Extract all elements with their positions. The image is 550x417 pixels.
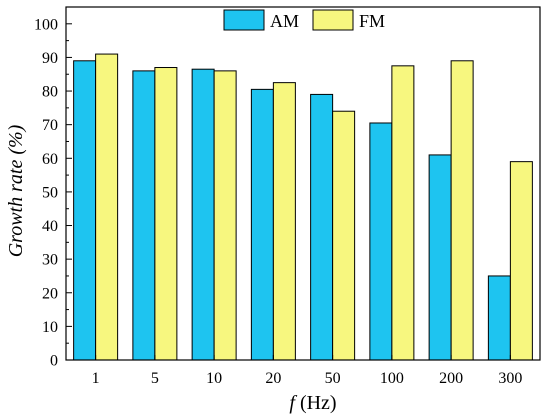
bar-fm-10 — [213, 70, 237, 361]
y-axis-title: Growth rate (%) — [5, 124, 27, 257]
y-ticks-group: 0 10 20 30 40 50 60 70 80 90 100 — [34, 16, 72, 370]
bar-am-5 — [132, 70, 156, 361]
y-tick-label: 0 — [50, 353, 58, 370]
x-tick-label: 5 — [151, 370, 159, 387]
y-tick-label: 30 — [42, 252, 58, 269]
x-axis-title-unit: (Hz) — [295, 392, 337, 414]
legend-label-fm: FM — [359, 11, 385, 31]
y-tick-label: 40 — [42, 218, 58, 235]
x-tick-label: 20 — [265, 370, 281, 387]
y-tick-label: 50 — [42, 184, 58, 201]
bar-fm-100 — [391, 65, 415, 361]
legend-label-am: AM — [270, 11, 299, 31]
y-tick-label: 10 — [42, 319, 58, 336]
bars-group — [73, 53, 533, 361]
bar-fm-1 — [95, 53, 119, 361]
bar-fm-300 — [509, 161, 533, 361]
bar-fm-50 — [332, 110, 356, 361]
x-tick-label: 100 — [380, 370, 404, 387]
legend-swatch-fm — [312, 9, 354, 31]
bar-am-300 — [487, 275, 511, 361]
y-tick-label: 60 — [42, 151, 58, 168]
bar-am-1 — [73, 60, 97, 361]
x-tick-label: 1 — [92, 370, 100, 387]
bar-fm-5 — [154, 67, 178, 361]
x-axis-title: f (Hz) — [289, 392, 336, 414]
bar-fm-20 — [272, 82, 296, 361]
y-tick-label: 90 — [42, 50, 58, 67]
x-tick-label: 300 — [498, 370, 522, 387]
legend: AM FM — [223, 9, 385, 31]
bar-am-200 — [428, 154, 452, 361]
x-tick-label: 10 — [206, 370, 222, 387]
bar-am-100 — [369, 122, 393, 361]
y-tick-label: 100 — [34, 16, 58, 33]
x-tick-label: 200 — [439, 370, 463, 387]
plot-frame — [65, 6, 541, 361]
legend-swatch-am — [223, 9, 265, 31]
y-tick-label: 80 — [42, 84, 58, 101]
y-tick-label: 70 — [42, 117, 58, 134]
bar-am-20 — [250, 88, 274, 361]
y-tick-label: 20 — [42, 285, 58, 302]
bar-fm-200 — [450, 60, 474, 361]
axes-group — [65, 6, 541, 361]
bar-am-50 — [310, 93, 334, 361]
x-tick-label: 50 — [325, 370, 341, 387]
x-axis-title-symbol: f — [289, 392, 297, 414]
x-ticks-group: 1 5 10 20 50 100 200 300 — [92, 355, 522, 387]
bar-am-10 — [191, 68, 215, 361]
